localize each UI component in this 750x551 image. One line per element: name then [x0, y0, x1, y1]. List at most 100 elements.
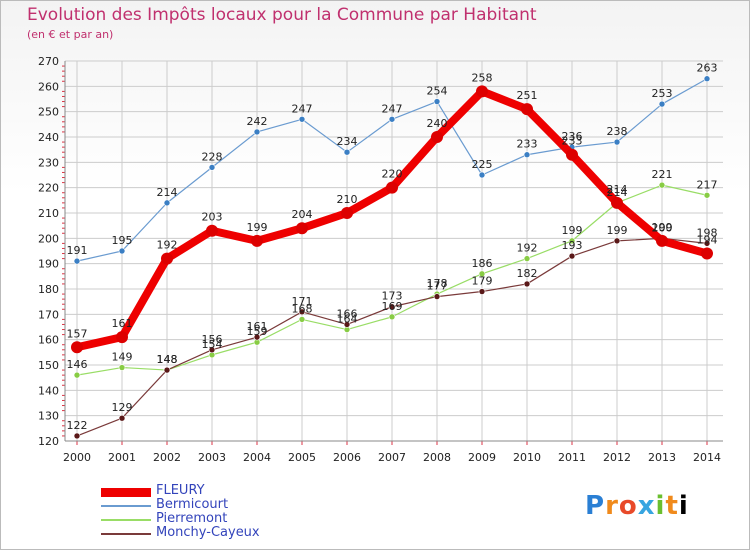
y-tick-label: 160	[38, 334, 59, 347]
data-point-pierremont	[658, 181, 666, 189]
axes: 120 130 140 150 160 170 180 190 200 210 220 230 240 2…	[38, 55, 723, 464]
data-label-bermicourt: 253	[652, 87, 673, 100]
logo-letter: t	[665, 491, 679, 521]
legend-swatch	[101, 533, 151, 535]
data-point-monchy-cayeux	[613, 237, 621, 245]
y-tick-label: 260	[38, 80, 59, 93]
data-point-fleury	[206, 224, 218, 237]
data-label-monchy-cayeux: 179	[472, 275, 493, 288]
data-point-pierremont	[388, 313, 396, 321]
data-point-monchy-cayeux	[388, 303, 396, 311]
data-label-monchy-cayeux: 200	[652, 221, 673, 234]
data-label-pierremont: 178	[427, 277, 448, 290]
legend-label: Pierremont	[156, 511, 228, 526]
data-point-bermicourt	[478, 171, 486, 179]
data-label-fleury: 192	[157, 239, 178, 252]
data-label-monchy-cayeux: 193	[562, 239, 583, 252]
y-tick-label: 120	[38, 435, 59, 448]
y-tick-label: 240	[38, 131, 59, 144]
data-point-monchy-cayeux	[523, 280, 531, 288]
data-point-bermicourt	[298, 115, 306, 123]
x-tick-label: 2009	[468, 451, 496, 464]
data-label-fleury: 199	[652, 221, 673, 234]
data-point-bermicourt	[73, 257, 81, 265]
proxiti-logo: Proxiti	[585, 491, 689, 521]
x-tick-label: 2006	[333, 451, 361, 464]
y-tick-label: 210	[38, 207, 59, 220]
data-point-bermicourt	[343, 148, 351, 156]
data-label-pierremont: 214	[607, 186, 628, 199]
data-point-monchy-cayeux	[568, 252, 576, 260]
data-label-pierremont: 199	[562, 224, 583, 237]
data-label-fleury: 194	[697, 234, 718, 247]
data-point-fleury	[611, 196, 623, 209]
data-point-bermicourt	[388, 115, 396, 123]
data-labels: 157 161 192 203 199 204 210 220 240 258 251 233 214 1…	[67, 62, 718, 432]
data-label-fleury: 251	[517, 89, 538, 102]
legend-label: FLEURY	[156, 483, 205, 498]
data-point-monchy-cayeux	[73, 432, 81, 440]
logo-letter: i	[655, 491, 666, 521]
data-label-pierremont: 217	[697, 178, 718, 191]
x-tick-label: 2002	[153, 451, 181, 464]
data-point-fleury	[656, 234, 668, 247]
data-label-fleury: 240	[427, 117, 448, 130]
data-point-fleury	[71, 341, 83, 354]
series-lines	[71, 75, 713, 440]
data-point-pierremont	[478, 270, 486, 278]
data-label-monchy-cayeux: 177	[427, 280, 448, 293]
data-label-pierremont: 159	[247, 325, 268, 338]
data-point-fleury	[566, 148, 578, 161]
data-label-fleury: 258	[472, 71, 493, 84]
data-point-bermicourt	[658, 100, 666, 108]
data-point-monchy-cayeux	[253, 333, 261, 341]
chart-title: Evolution des Impôts locaux pour la Comm…	[27, 5, 537, 25]
data-point-monchy-cayeux	[478, 288, 486, 295]
data-label-bermicourt: 214	[157, 186, 178, 199]
y-tick-label: 170	[38, 308, 59, 321]
data-label-monchy-cayeux: 166	[337, 307, 358, 320]
logo-letter: r	[605, 491, 619, 521]
data-point-bermicourt	[208, 164, 216, 171]
data-point-monchy-cayeux	[343, 321, 351, 328]
data-point-pierremont	[73, 371, 81, 379]
data-point-bermicourt	[703, 75, 711, 83]
data-label-monchy-cayeux: 182	[517, 267, 538, 280]
data-label-pierremont: 164	[337, 313, 358, 326]
legend-swatch	[101, 505, 151, 507]
data-label-pierremont: 149	[112, 351, 133, 364]
data-point-fleury	[386, 181, 398, 194]
data-label-bermicourt: 234	[337, 135, 358, 148]
data-point-fleury	[251, 234, 263, 247]
data-label-fleury: 220	[382, 168, 403, 181]
data-point-monchy-cayeux	[298, 308, 306, 316]
data-point-fleury	[341, 207, 353, 219]
chart-subtitle: (en € et par an)	[27, 28, 114, 41]
data-label-monchy-cayeux: 173	[382, 290, 403, 303]
x-tick-label: 2005	[288, 451, 316, 464]
x-tick-label: 2008	[423, 451, 451, 464]
y-tick-label: 140	[38, 384, 59, 397]
data-label-bermicourt: 225	[472, 158, 493, 171]
logo-letter: x	[637, 491, 656, 521]
data-point-pierremont	[568, 237, 576, 245]
x-tick-label: 2010	[513, 451, 541, 464]
data-label-fleury: 161	[112, 317, 133, 330]
data-point-bermicourt	[253, 128, 261, 136]
x-tick-label: 2007	[378, 451, 406, 464]
data-point-bermicourt	[433, 98, 441, 105]
data-point-fleury	[476, 85, 488, 98]
data-label-pierremont: 146	[67, 358, 88, 371]
y-tick-label: 220	[38, 182, 59, 195]
data-point-bermicourt	[523, 151, 531, 159]
data-label-fleury: 203	[202, 211, 223, 224]
legend-swatch	[101, 487, 151, 497]
data-label-monchy-cayeux: 161	[247, 320, 268, 333]
data-point-monchy-cayeux	[208, 346, 216, 354]
x-tick-label: 2011	[558, 451, 586, 464]
y-tick-label: 180	[38, 283, 59, 296]
x-tick-label: 2000	[63, 451, 91, 464]
x-tick-label: 2014	[693, 451, 721, 464]
